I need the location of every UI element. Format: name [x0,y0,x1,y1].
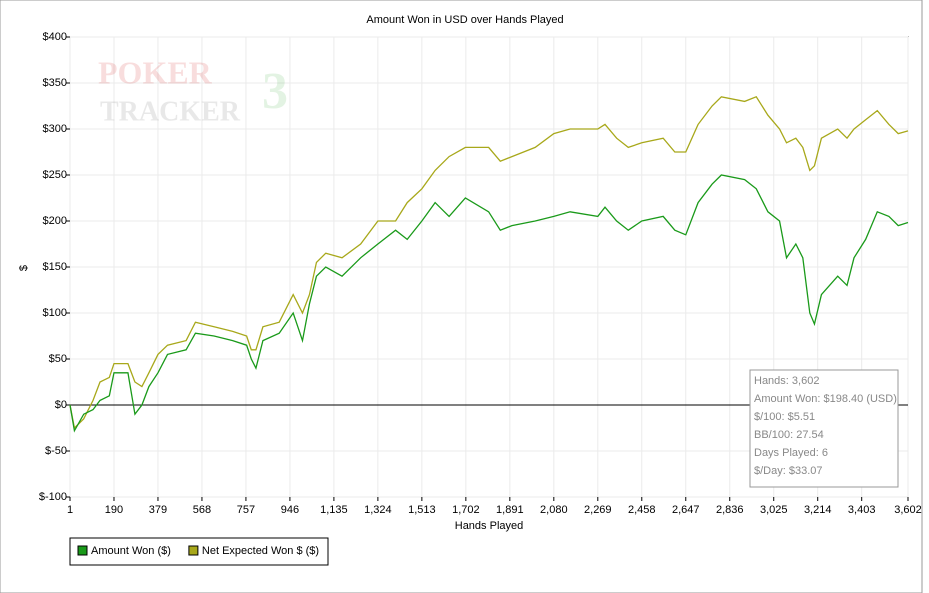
x-tick-label: 2,647 [672,504,700,516]
x-tick-label: 1,891 [496,504,524,516]
legend-label: Amount Won ($) [91,545,171,557]
stats-border [749,369,899,488]
y-tick-label: $150 [43,261,67,273]
watermark-text: POKER [98,54,213,90]
x-tick-label: 2,269 [584,504,612,516]
x-tick-label: 1,135 [320,504,348,516]
stats-text: Hands: 3,602 [754,375,819,387]
stats-text: $/Day: $33.07 [754,465,823,477]
x-tick-label: 3,602 [894,504,922,516]
y-tick-label: $100 [43,307,67,319]
x-tick-label: 190 [105,504,123,516]
y-tick-label: $350 [43,77,67,89]
x-tick-label: 3,025 [760,504,788,516]
x-tick-label: 2,836 [716,504,744,516]
stats-text: Days Played: 6 [754,447,828,459]
y-tick-label: $0 [55,399,67,411]
x-tick-label: 379 [149,504,167,516]
legend: Amount Won ($) Net Expected Won $ ($) [69,537,329,566]
x-tick-label: 2,458 [628,504,656,516]
legend-swatch [77,545,88,556]
stats-text: $/100: $5.51 [754,411,815,423]
y-tick-label: $400 [43,31,67,43]
chart-title: Amount Won in USD over Hands Played [366,14,563,26]
y-tick-label: $300 [43,123,67,135]
watermark-text: 3 [262,63,288,120]
watermark-text: TRACKER [100,96,241,127]
stats-box: Hands: 3,602 Amount Won: $198.40 (USD) $/1… [749,369,899,488]
x-tick-label: 1,324 [364,504,392,516]
legend-swatch [188,545,199,556]
data-line [69,95,909,430]
x-tick-label: 1,513 [408,504,436,516]
x-tick-label: 2,080 [540,504,568,516]
x-tick-label: 946 [281,504,299,516]
stats-text: Amount Won: $198.40 (USD) [754,393,897,405]
legend-label: Net Expected Won $ ($) [202,545,319,557]
watermark: POKER TRACKER 3 [98,54,288,127]
x-tick-label: 1,702 [452,504,480,516]
x-tick-label: 3,403 [848,504,876,516]
stats-text: BB/100: 27.54 [754,429,824,441]
y-tick-label: $250 [43,169,67,181]
y-axis-label: $ [18,265,30,271]
y-tick-label: $200 [43,215,67,227]
x-axis-label: Hands Played [455,520,524,532]
x-tick-label: 757 [237,504,255,516]
x-tick-label: 3,214 [804,504,832,516]
y-tick-label: $50 [49,353,67,365]
x-tick-label: 1 [67,504,73,516]
data-line [69,174,909,433]
y-tick-label: $-50 [45,445,67,457]
y-tick-label: $-100 [39,491,67,503]
legend-border [69,537,329,566]
x-tick-label: 568 [193,504,211,516]
